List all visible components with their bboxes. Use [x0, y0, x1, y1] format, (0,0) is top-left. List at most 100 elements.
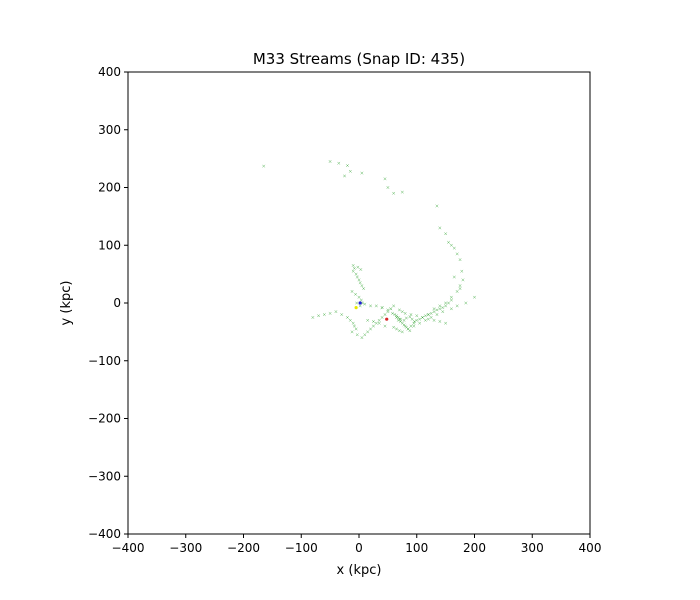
stream-particle-point [444, 301, 448, 305]
stream-particle-point [444, 321, 448, 325]
y-axis-label: y (kpc) [59, 281, 74, 326]
y-tick-label: 0 [113, 296, 121, 310]
stream-particle-point [377, 321, 381, 325]
stream-particle-point [438, 320, 442, 323]
x-axis-label: x (kpc) [337, 563, 382, 578]
stream-particle-point [380, 306, 384, 310]
stream-particle-point [452, 275, 456, 279]
stream-particle-point [435, 204, 439, 208]
stream-particle-point [322, 313, 326, 317]
stream-particle-point [421, 315, 425, 319]
stream-particle-point [366, 330, 370, 334]
m33-center-point [385, 317, 389, 321]
stream-particle-point [356, 265, 360, 269]
stream-particle-point [452, 246, 456, 250]
stream-particle-point [360, 301, 364, 305]
stream-particle-point [345, 164, 349, 168]
stream-particle-point [449, 298, 453, 302]
stream-particle-point [396, 315, 400, 319]
stream-particle-point [461, 278, 465, 282]
y-tick-label: 300 [98, 123, 121, 137]
stream-particle-point [366, 318, 370, 322]
stream-particle-point [348, 169, 352, 173]
stream-particle-point [415, 314, 419, 318]
stream-particle-point [355, 301, 359, 305]
stream-particle-point [337, 161, 341, 165]
stream-particle-point [350, 289, 354, 293]
stream-particle-point [432, 310, 436, 314]
stream-particle-point [345, 315, 349, 319]
stream-particle-point [397, 308, 401, 312]
stream-particle-point [352, 324, 356, 328]
data-points [262, 160, 476, 340]
stream-particle-point [400, 330, 404, 334]
stream-particle-point [397, 329, 401, 333]
stream-particle-point [350, 330, 354, 334]
y-tick-label: −100 [88, 354, 121, 368]
stream-particle-point [423, 318, 427, 322]
stream-particle-point [441, 310, 445, 314]
stream-particle-point [352, 266, 356, 270]
stream-particle-point [460, 269, 464, 273]
stream-particle-point [389, 307, 393, 311]
stream-particle-point [455, 252, 459, 256]
stream-particle-point [458, 287, 462, 291]
stream-particle-point [358, 281, 362, 285]
stream-particle-point [392, 191, 396, 195]
stream-particle-point [392, 304, 396, 308]
stream-particle-point [374, 304, 378, 308]
stream-particle-point [391, 311, 394, 315]
stream-particle-point [328, 311, 332, 315]
x-tick-label: 200 [463, 541, 486, 555]
stream-particle-point [340, 313, 344, 317]
stream-particle-point [262, 164, 266, 168]
stream-particle-point [410, 317, 414, 321]
stream-particle-point [418, 321, 422, 325]
stream-particle-point [429, 311, 433, 315]
stream-particle-point [435, 313, 439, 317]
stream-particle-point [403, 311, 407, 315]
stream-particle-point [449, 307, 453, 311]
stream-particle-point [400, 310, 404, 314]
stream-particle-point [360, 336, 364, 340]
x-tick-label: −200 [227, 541, 260, 555]
stream-particle-point [348, 318, 352, 322]
stream-particle-point [358, 304, 362, 308]
stream-particle-point [409, 324, 413, 328]
stream-particle-point [360, 284, 364, 288]
host-marker-point [354, 306, 358, 310]
stream-particle-point [426, 317, 430, 321]
stream-particle-point [363, 333, 367, 337]
stream-particle-point [369, 304, 373, 308]
stream-particle-point [362, 287, 366, 291]
stream-particle-point [351, 263, 355, 267]
stream-particle-point [412, 320, 416, 323]
stream-particle-point [360, 171, 364, 175]
stream-particle-point [383, 177, 387, 181]
stream-particle-point [464, 301, 468, 305]
stream-particle-point [473, 295, 476, 299]
stream-particle-point [351, 269, 355, 273]
stream-particle-point [408, 315, 412, 319]
stream-particle-point [359, 268, 363, 271]
stream-particle-point [402, 318, 406, 322]
stream-particle-point [351, 321, 355, 325]
y-axis-ticks: −400 −300 −200 −100 0 100 200 300 400 [88, 65, 128, 541]
stream-particle-point [438, 307, 442, 311]
stream-particle-point [395, 327, 399, 331]
x-tick-label: −300 [169, 541, 202, 555]
stream-particle-point [426, 313, 430, 317]
stream-particle-point [369, 327, 373, 331]
stream-particle-point [363, 302, 367, 306]
stream-particle-point [380, 315, 384, 319]
stream-particle-point [409, 313, 413, 317]
stream-particle-point [383, 324, 387, 328]
stream-particle-point [404, 316, 408, 320]
stream-particle-point [438, 226, 442, 230]
stream-particle-point [423, 314, 427, 318]
y-tick-label: −200 [88, 412, 121, 426]
stream-particle-point [400, 190, 404, 194]
stream-particle-point [386, 186, 390, 189]
